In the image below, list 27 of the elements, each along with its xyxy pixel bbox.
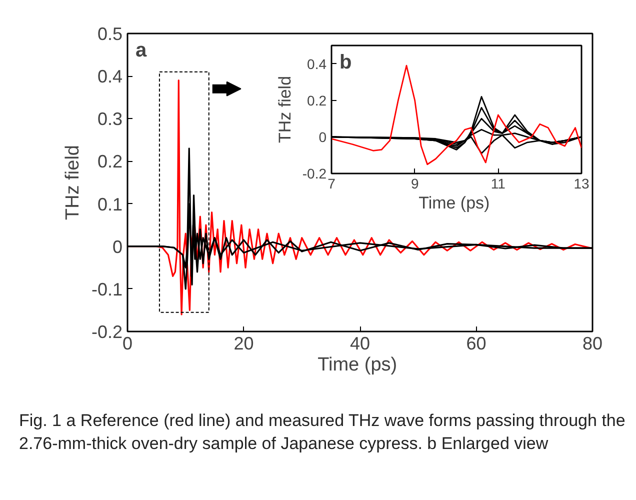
y-tick-label: 0.4	[97, 66, 123, 87]
y-tick-label: -0.2	[302, 166, 327, 182]
x-tick-label: 60	[466, 334, 486, 354]
y-tick-label: 0	[112, 236, 123, 257]
x-axis-title: Time (ps)	[318, 354, 398, 376]
x-tick-label: 40	[350, 334, 370, 354]
x-tick-label: 11	[490, 176, 506, 192]
y-tick-label: 0.5	[97, 24, 123, 44]
x-tick-label: 9	[410, 176, 419, 192]
y-tick-label: 0.1	[97, 194, 123, 214]
y-tick-label: 0.2	[307, 92, 327, 108]
y-tick-label: 0.3	[97, 109, 123, 130]
y-tick-label: 0.2	[97, 152, 123, 172]
y-axis-title: THz field	[275, 76, 294, 144]
x-axis-title: Time (ps)	[418, 194, 490, 212]
y-tick-label: -0.2	[91, 322, 123, 342]
annotation: a	[136, 40, 148, 62]
y-axis-title: THz field	[62, 145, 84, 220]
x-tick-label: 13	[574, 176, 590, 192]
y-tick-label: 0.4	[307, 56, 327, 72]
y-tick-label: 0	[318, 128, 327, 145]
y-tick-label: -0.1	[91, 279, 123, 300]
caption: Fig. 1 a Reference (red line) and measured THz wave forms passing through the 2.76-mm-thick oven-dry sample of Japanese cypress. b Enlarged view	[19, 410, 626, 455]
x-tick-label: 7	[328, 176, 336, 192]
x-tick-label: 20	[234, 334, 254, 354]
annotation: b	[340, 52, 352, 74]
x-tick-label: 80	[582, 334, 603, 354]
